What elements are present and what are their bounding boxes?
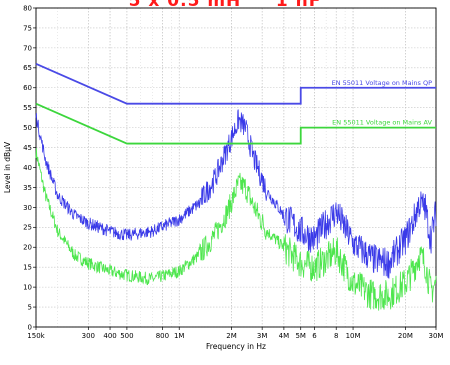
series-line [35,148,437,311]
limit-line [35,102,436,145]
x-tick-label: 8 [334,332,338,340]
y-tick-label: 75 [23,24,32,32]
y-tick-label: 5 [28,303,32,311]
y-tick-label: 65 [23,64,32,72]
x-tick-label: 1M [174,332,185,340]
x-tick-label: 800 [156,332,169,340]
x-tick-label: 5M [295,332,306,340]
y-tick-label: 25 [23,224,32,232]
series-line [35,109,437,279]
x-tick-label: 2M [226,332,237,340]
y-tick-label: 30 [23,204,32,212]
x-tick-label: 20M [398,332,413,340]
limit-line-label: EN 55011 Voltage on Mains QP [332,79,432,87]
x-tick-label: 500 [120,332,133,340]
y-tick-label: 35 [23,184,32,192]
y-tick-label: 15 [23,264,32,272]
x-axis-label: Frequency in Hz [206,342,266,351]
limit-line [35,62,436,105]
x-tick-label: 400 [103,332,116,340]
y-tick-label: 40 [23,164,32,172]
limit-line-label: EN 55011 Voltage on Mains AV [332,119,432,127]
x-tick-label: 300 [82,332,95,340]
y-tick-label: 70 [23,44,32,52]
x-tick-label: 10M [346,332,361,340]
x-tick-label: 6 [312,332,317,340]
y-tick-label: 50 [23,124,32,132]
x-tick-label: 150k [27,332,45,340]
y-tick-label: 60 [23,84,32,92]
y-tick-label: 80 [23,4,32,12]
y-tick-label: 10 [23,284,32,292]
plot-frame [35,7,437,328]
y-axis-label: Level in dBµV [3,141,12,193]
x-tick-label: 4M [279,332,290,340]
chart-title: 5 x 0.5 mH 1 nF [128,0,322,11]
y-tick-label: 20 [23,244,32,252]
y-tick-label: 45 [23,144,32,152]
x-tick-label: 30M [429,332,444,340]
y-tick-label: 0 [28,323,32,331]
y-tick-label: 55 [23,104,32,112]
x-tick-label: 3M [257,332,268,340]
